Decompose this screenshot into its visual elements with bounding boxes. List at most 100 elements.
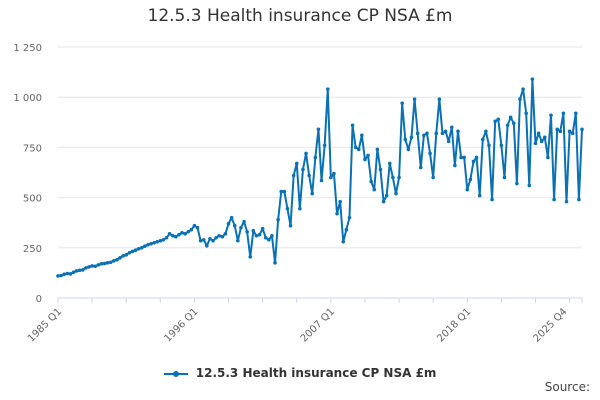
data-point[interactable] (511, 121, 516, 126)
data-point[interactable] (143, 244, 147, 248)
data-point[interactable] (115, 258, 119, 262)
data-point[interactable] (449, 125, 454, 130)
data-point[interactable] (77, 268, 82, 273)
data-point[interactable] (152, 240, 156, 245)
data-point[interactable] (496, 117, 501, 122)
data-point[interactable] (425, 131, 429, 136)
data-point[interactable] (394, 191, 398, 196)
data-point[interactable] (270, 233, 274, 238)
data-point[interactable] (205, 243, 209, 248)
data-point[interactable] (459, 155, 463, 160)
data-point[interactable] (313, 155, 318, 160)
data-point[interactable] (167, 231, 172, 236)
data-point[interactable] (415, 131, 420, 136)
data-point[interactable] (434, 131, 439, 136)
data-point[interactable] (344, 227, 349, 232)
data-point[interactable] (564, 199, 569, 204)
data-point[interactable] (245, 229, 249, 234)
data-point[interactable] (422, 133, 426, 138)
data-point[interactable] (474, 155, 479, 160)
data-point[interactable] (220, 234, 225, 239)
data-point[interactable] (406, 147, 411, 152)
data-point[interactable] (527, 183, 532, 188)
data-point[interactable] (363, 157, 367, 162)
data-point[interactable] (518, 97, 522, 102)
data-point[interactable] (236, 238, 240, 243)
data-point[interactable] (118, 256, 122, 260)
data-point[interactable] (307, 173, 311, 178)
data-point[interactable] (93, 264, 98, 269)
data-point[interactable] (279, 189, 284, 194)
data-point[interactable] (539, 139, 544, 144)
data-point[interactable] (155, 239, 160, 244)
data-point[interactable] (353, 145, 358, 150)
data-point[interactable] (577, 197, 581, 202)
data-point[interactable] (251, 228, 256, 233)
data-point[interactable] (487, 143, 491, 148)
data-point[interactable] (226, 221, 231, 226)
data-point[interactable] (257, 232, 262, 237)
data-point[interactable] (524, 111, 528, 116)
data-point[interactable] (533, 141, 538, 146)
data-point[interactable] (298, 206, 302, 211)
data-point[interactable] (301, 167, 305, 172)
data-point[interactable] (304, 151, 308, 156)
data-point[interactable] (350, 123, 355, 128)
data-point[interactable] (288, 223, 293, 228)
data-point[interactable] (446, 139, 451, 144)
data-point[interactable] (375, 147, 380, 152)
data-point[interactable] (372, 187, 377, 192)
data-point[interactable] (555, 127, 559, 132)
data-point[interactable] (164, 235, 169, 240)
data-point[interactable] (186, 229, 191, 234)
data-point[interactable] (121, 254, 125, 258)
data-point[interactable] (508, 115, 513, 120)
data-point[interactable] (521, 87, 525, 91)
data-point[interactable] (90, 264, 94, 268)
data-point[interactable] (462, 155, 466, 160)
data-point[interactable] (217, 233, 222, 238)
data-point[interactable] (493, 119, 497, 124)
data-point[interactable] (574, 111, 578, 116)
data-point[interactable] (552, 197, 556, 202)
data-point[interactable] (409, 135, 414, 140)
data-point[interactable] (428, 151, 432, 156)
data-point[interactable] (335, 211, 339, 216)
data-point[interactable] (322, 143, 327, 148)
data-point[interactable] (366, 153, 370, 158)
data-point[interactable] (378, 167, 383, 172)
data-point[interactable] (412, 97, 417, 102)
data-point[interactable] (263, 235, 268, 240)
data-point[interactable] (319, 178, 324, 183)
data-point[interactable] (211, 238, 215, 243)
data-point[interactable] (580, 127, 584, 132)
data-point[interactable] (133, 248, 138, 253)
data-point[interactable] (443, 129, 448, 134)
data-point[interactable] (294, 161, 299, 166)
data-point[interactable] (229, 215, 234, 220)
data-point[interactable] (561, 111, 566, 116)
data-point[interactable] (232, 223, 237, 228)
data-point[interactable] (201, 237, 206, 242)
data-point[interactable] (356, 147, 361, 152)
data-point[interactable] (260, 226, 265, 231)
data-point[interactable] (325, 87, 330, 91)
data-point[interactable] (285, 206, 290, 211)
data-point[interactable] (62, 272, 66, 277)
data-point[interactable] (96, 263, 101, 267)
data-point[interactable] (477, 193, 482, 198)
data-point[interactable] (332, 171, 336, 176)
data-point[interactable] (248, 255, 253, 259)
data-point[interactable] (102, 261, 107, 266)
data-point[interactable] (570, 131, 575, 136)
data-point[interactable] (87, 265, 91, 269)
data-point[interactable] (108, 260, 113, 265)
data-point[interactable] (99, 262, 104, 266)
data-point[interactable] (68, 272, 73, 276)
data-point[interactable] (530, 77, 535, 81)
data-point[interactable] (214, 235, 218, 240)
data-point[interactable] (136, 247, 141, 251)
data-point[interactable] (189, 227, 194, 232)
data-point[interactable] (282, 189, 287, 194)
data-point[interactable] (112, 259, 116, 263)
